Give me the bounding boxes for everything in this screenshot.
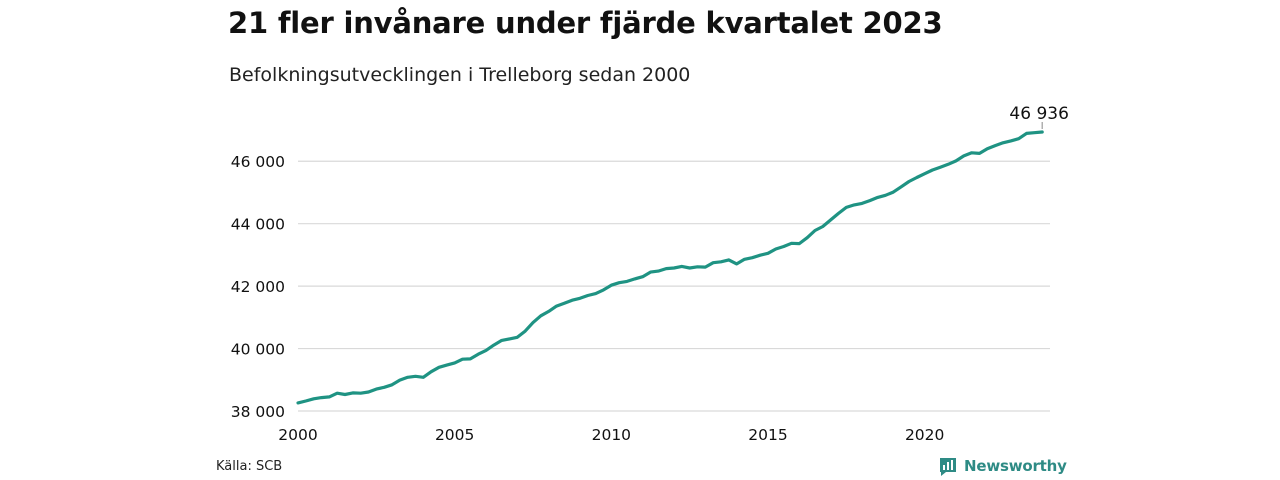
chart-subtitle: Befolkningsutvecklingen i Trelleborg sed… [229, 64, 691, 86]
series-line [296, 130, 1044, 405]
brand-logo[interactable]: Newsworthy [938, 456, 1067, 476]
source-label: Källa: SCB [216, 459, 283, 474]
y-tick-label: 40 000 [231, 341, 285, 359]
y-tick-label: 44 000 [231, 216, 285, 234]
x-tick-label: 2000 [278, 426, 317, 444]
x-tick-label: 2015 [748, 426, 787, 444]
grid-lines [298, 160, 1050, 412]
y-axis-tick-labels: 38 000 40 000 42 000 44 000 46 000 [231, 153, 285, 421]
x-axis-tick-labels: 2000 2005 2010 2015 2020 [278, 426, 944, 444]
x-tick-label: 2010 [592, 426, 631, 444]
brand-name: Newsworthy [964, 457, 1067, 475]
y-tick-label: 38 000 [231, 403, 285, 421]
end-value-label: 46 936 [1009, 104, 1068, 124]
annotation-layer: 46 936 [1009, 104, 1069, 129]
y-tick-label: 42 000 [231, 278, 285, 296]
x-tick-label: 2005 [435, 426, 474, 444]
y-tick-label: 46 000 [231, 153, 285, 171]
chart-title: 21 fler invånare under fjärde kvartalet … [228, 6, 943, 40]
newsworthy-logo-icon [938, 456, 958, 476]
series-layer [296, 130, 1044, 405]
x-tick-label: 2020 [905, 426, 944, 444]
